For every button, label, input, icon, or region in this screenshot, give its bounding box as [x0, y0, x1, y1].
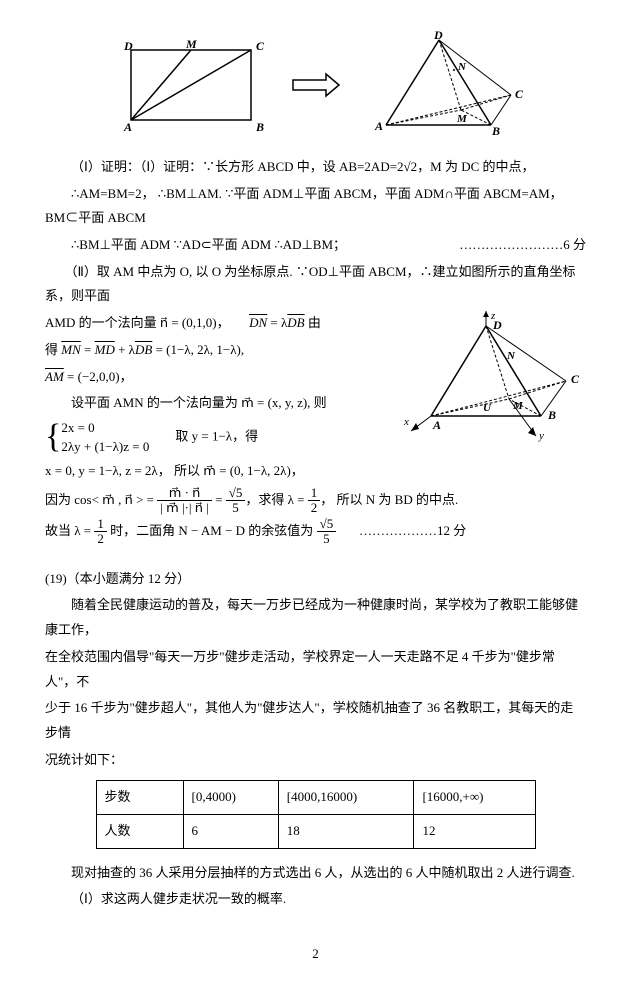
- dn-eq-post: 由: [308, 315, 321, 330]
- label-U: U: [483, 402, 492, 414]
- root5-den2: 5: [317, 532, 337, 546]
- proof1-line2: ∴AM=BM=2， ∴BM⊥AM. ∵平面 ADM⊥平面 ABCM，平面 ADM…: [45, 182, 586, 231]
- take-y: 取 y = 1−λ，得: [175, 428, 258, 443]
- label-D: D: [123, 39, 133, 53]
- proof1-line3-dots: ……………………6 分: [433, 233, 586, 258]
- th-c2: [4000,16000): [278, 781, 414, 815]
- label-B2: B: [547, 408, 556, 422]
- tc2: 18: [278, 814, 414, 848]
- label-N2: N: [506, 350, 516, 362]
- case2: 2λy + (1−λ)z = 0: [61, 439, 149, 454]
- th-c3: [16000,+∞): [414, 781, 535, 815]
- half-num: 1: [308, 486, 321, 501]
- label-C: C: [256, 39, 265, 53]
- tc1: 6: [183, 814, 278, 848]
- cos-line: 因为 cos< m⃗ , n⃗ > = m⃗ · n⃗| m⃗ |·| n⃗ |…: [45, 486, 586, 516]
- q19-p2: 在全校范围内倡导"每天一万步"健步走活动，学校界定一人一天走路不足 4 千步为"…: [45, 645, 586, 694]
- solve-pre: ，求得 λ =: [245, 491, 307, 506]
- th-c1: [0,4000): [183, 781, 278, 815]
- label-C2: C: [571, 372, 580, 386]
- label-B: B: [255, 120, 264, 134]
- label-M2: M: [512, 400, 524, 412]
- page-number: 2: [45, 942, 586, 967]
- label-D: D: [433, 30, 443, 42]
- arrow-icon: [291, 70, 341, 100]
- label-C: C: [515, 87, 524, 101]
- final-line: 故当 λ = 12 时，二面角 N − AM − D 的余弦值为 √55 …………: [45, 517, 586, 547]
- proof1-line3: ∴BM⊥平面 ADM ∵AD⊂平面 ADM ∴AD⊥BM； ……………………6 …: [45, 233, 586, 258]
- steps-table: 步数 [0,4000) [4000,16000) [16000,+∞) 人数 6…: [96, 780, 536, 848]
- rectangle-figure: D M C A B: [106, 35, 271, 135]
- cos-pre: 因为 cos< m⃗ , n⃗ > =: [45, 491, 157, 506]
- cos-den: | m⃗ |·| n⃗ |: [157, 501, 212, 515]
- proof1-line6a: 得: [45, 342, 61, 357]
- xyz-line: x = 0, y = 1−λ, z = 2λ， 所以 m⃗ = (0, 1−λ,…: [45, 459, 586, 484]
- q19-p6: （Ⅰ）求这两人健步走状况一致的概率.: [45, 887, 586, 912]
- label-x: x: [403, 416, 409, 428]
- proof1-line4: （Ⅱ）取 AM 中点为 O, 以 O 为坐标原点. ∵OD⊥平面 ABCM，∴建…: [45, 260, 586, 309]
- label-M: M: [185, 37, 197, 51]
- final-dots: ………………12 分: [359, 519, 466, 544]
- solve-post: ， 所以 N 为 BD 的中点.: [320, 491, 458, 506]
- q19-p1: 随着全民健康运动的普及，每天一万步已经成为一种健康时尚，某学校为了教职工能够健康…: [45, 593, 586, 642]
- label-N: N: [457, 61, 467, 73]
- dn-eq: DN: [249, 315, 267, 330]
- proof1-line1: （Ⅰ）证明：（Ⅰ）证明：∵长方形 ABCD 中，设 AB=2AD=2√2，M 为…: [45, 155, 586, 180]
- proof1-line5a: AMD 的一个法向量: [45, 315, 157, 330]
- half-den: 2: [308, 501, 321, 515]
- tr-people: 人数: [96, 814, 183, 848]
- label-y: y: [538, 430, 544, 442]
- figure-row: D M C A B D N C M A B: [45, 30, 586, 140]
- label-M: M: [456, 113, 468, 125]
- pyramid-figure: D N C M A B: [361, 30, 526, 140]
- proof1-line3a: ∴BM⊥平面 ADM ∵AD⊂平面 ADM ∴AD⊥BM；: [71, 237, 346, 252]
- q19-title: (19)（本小题满分 12 分）: [45, 567, 586, 592]
- label-B: B: [491, 124, 500, 138]
- final-a: 故当 λ =: [45, 523, 94, 538]
- th-step: 步数: [96, 781, 183, 815]
- half-den2: 2: [94, 532, 107, 546]
- label-A: A: [374, 119, 383, 133]
- tc3: 12: [414, 814, 535, 848]
- case1: 2x = 0: [61, 420, 94, 435]
- coord-pyramid-figure: z D N C U M B x A y: [401, 311, 586, 451]
- label-A2: A: [432, 418, 441, 432]
- root5-num2: √5: [317, 517, 337, 532]
- q19-p3: 少于 16 千步为"健步超人"，其他人为"健步达人"，学校随机抽查了 36 名教…: [45, 696, 586, 745]
- label-A: A: [123, 120, 132, 134]
- half-num2: 1: [94, 517, 107, 532]
- q19-p4: 况统计如下：: [45, 748, 586, 773]
- root5-den: 5: [226, 501, 246, 515]
- root5-num: √5: [226, 486, 246, 501]
- cos-num: m⃗ · n⃗: [157, 486, 212, 501]
- n-vector-eq: n⃗ = (0,1,0)，: [160, 315, 230, 330]
- final-b: 时，二面角 N − AM − D 的余弦值为: [107, 523, 317, 538]
- q19-p5: 现对抽查的 36 人采用分层抽样的方式选出 6 人，从选出的 6 人中随机取出 …: [45, 861, 586, 886]
- label-D2: D: [492, 318, 502, 332]
